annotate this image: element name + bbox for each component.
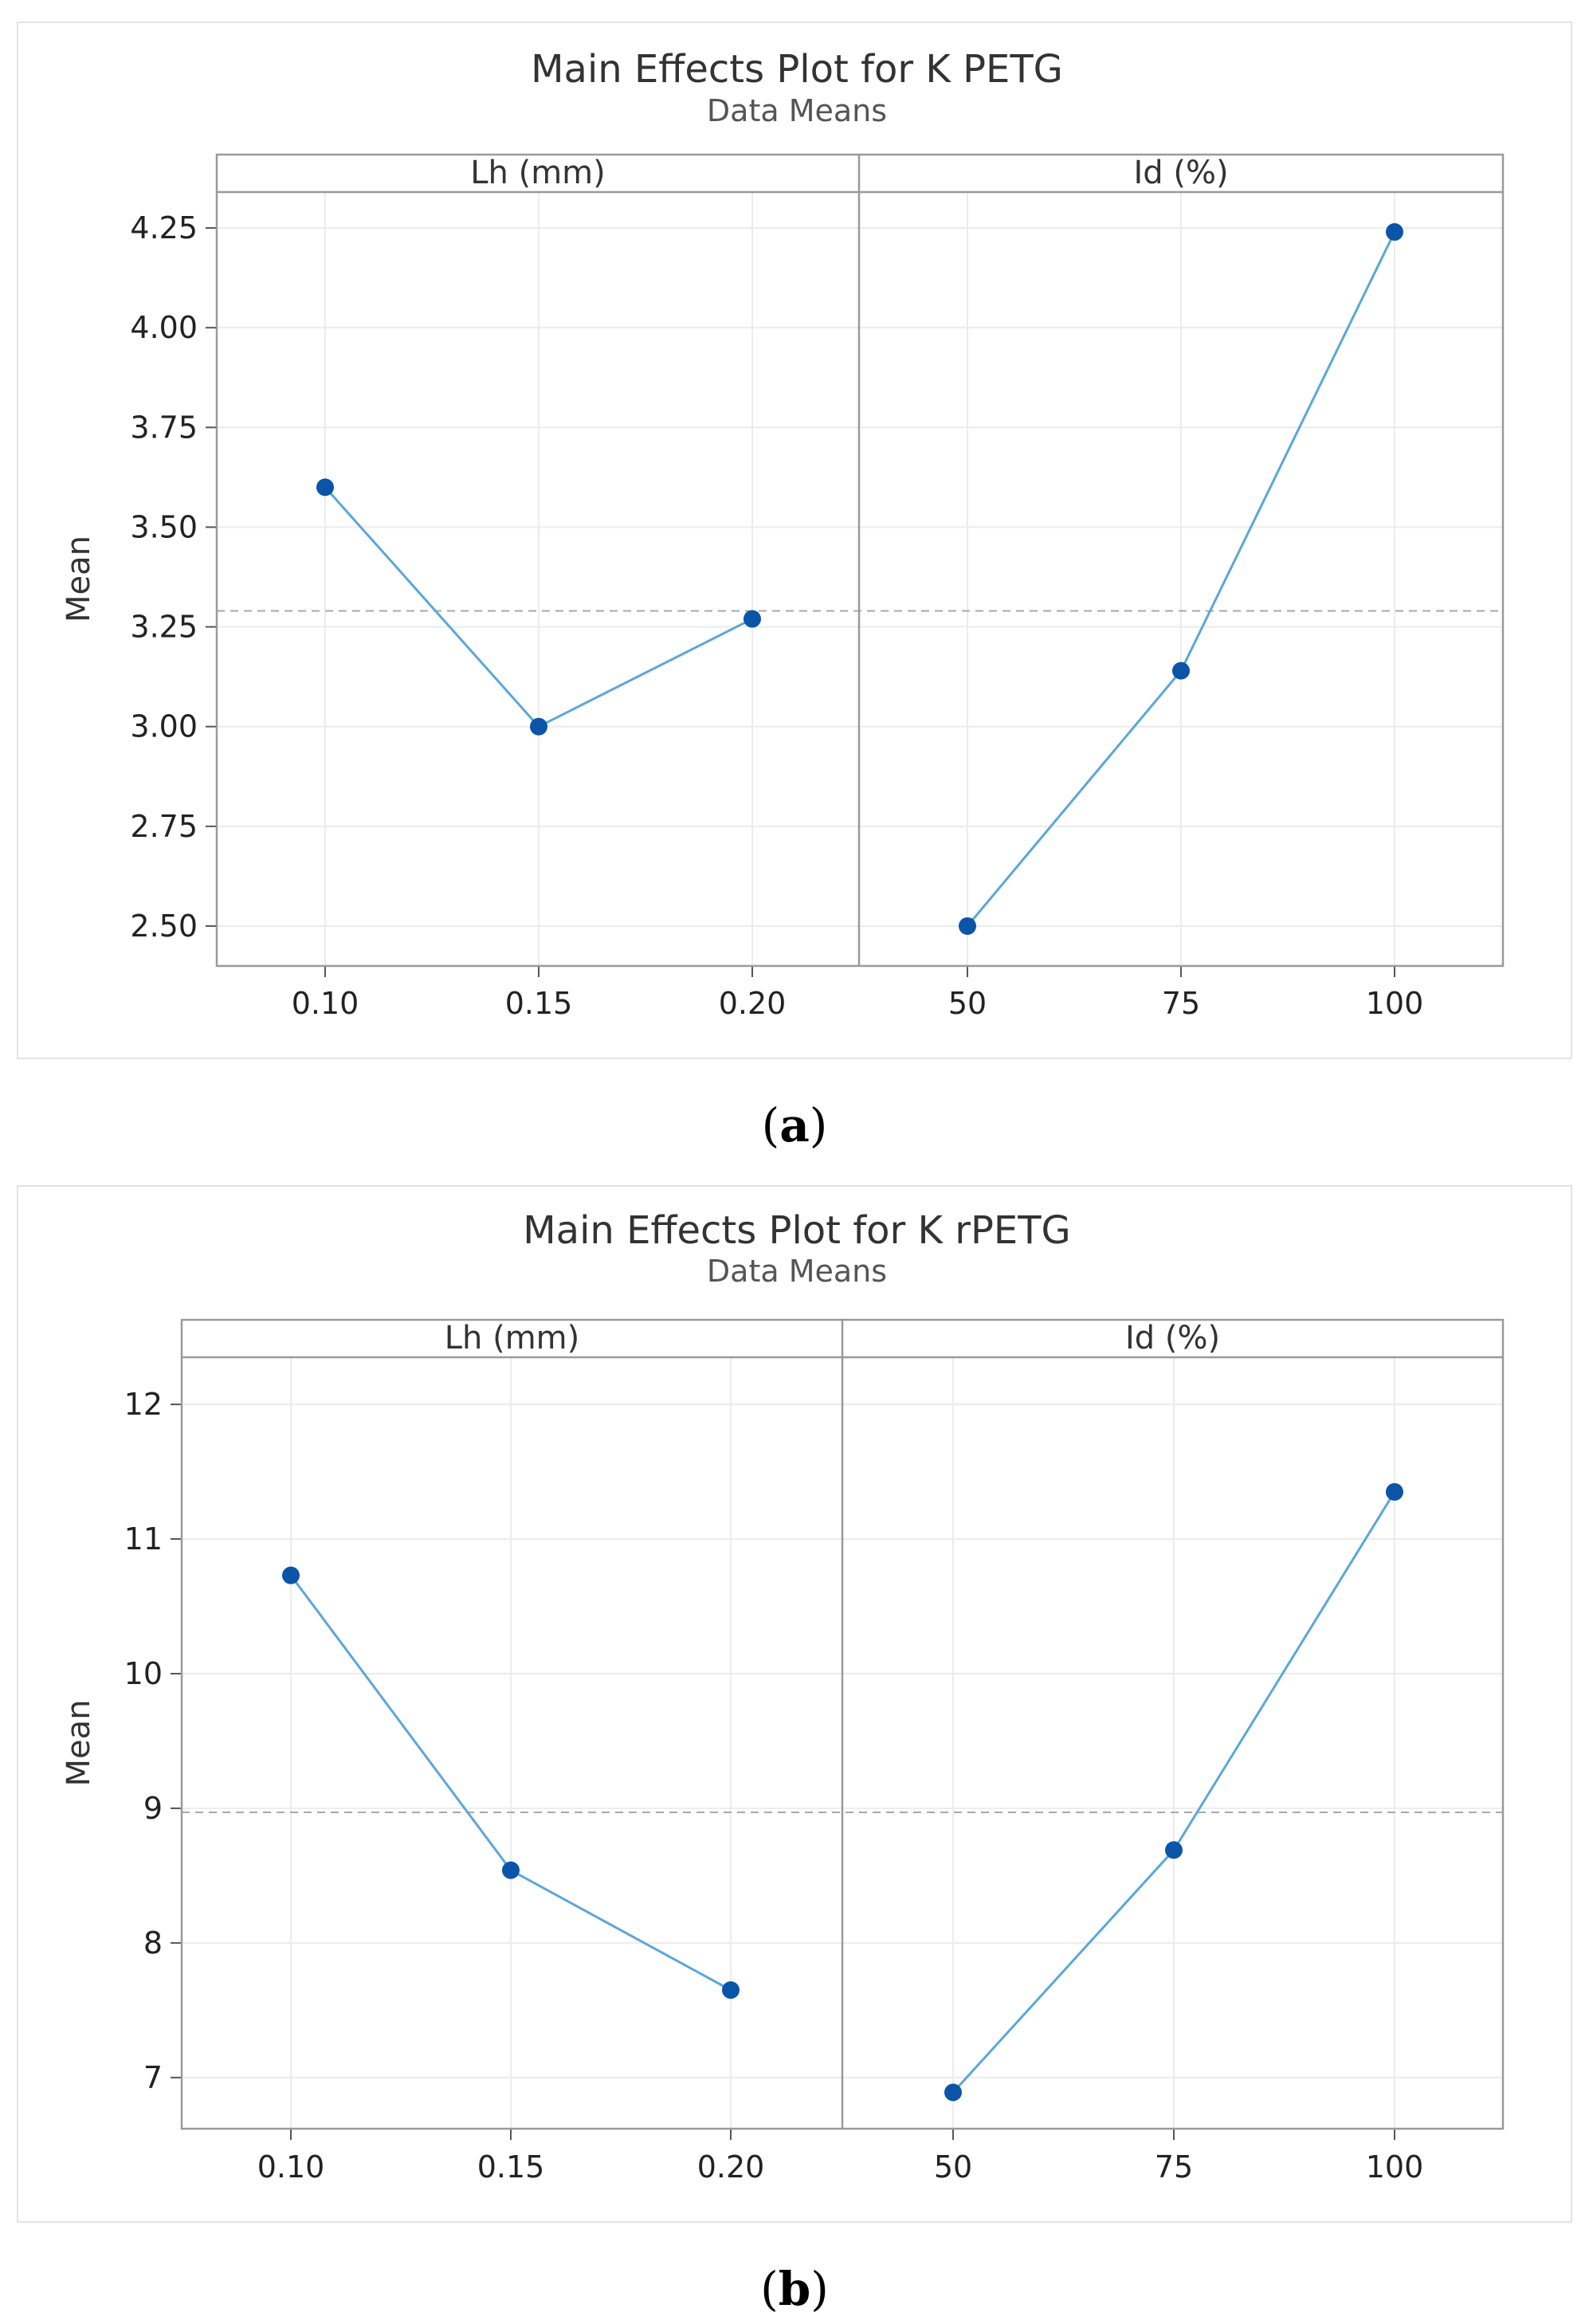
x-tick-label: 0.10 [257, 2149, 325, 2185]
y-tick-label: 8 [143, 1926, 163, 1961]
y-axis-label: Mean [61, 536, 97, 622]
x-tick-label: 75 [1155, 2149, 1193, 2185]
x-tick-label: 100 [1366, 2149, 1424, 2185]
y-tick-label: 2.75 [130, 809, 198, 844]
data-point-id-100 [1386, 223, 1403, 241]
x-tick-label: 0.15 [505, 986, 573, 1021]
y-tick-label: 4.25 [130, 210, 198, 245]
x-tick-label: 50 [948, 986, 987, 1021]
chart-frame [17, 22, 1572, 1059]
data-point-id-50 [959, 917, 976, 935]
chart-frame [17, 1185, 1572, 2223]
x-tick-label: 0.15 [477, 2149, 545, 2185]
y-tick-label: 3.00 [130, 709, 198, 744]
chart-title: Main Effects Plot for K rPETG [523, 1208, 1071, 1253]
data-point-lh-0.10 [282, 1566, 300, 1584]
y-tick-label: 12 [124, 1387, 163, 1422]
x-tick-label: 0.20 [697, 2149, 765, 2185]
caption-letter: a [779, 1098, 810, 1152]
x-tick-label: 50 [934, 2149, 972, 2185]
x-tick-label: 0.10 [292, 986, 359, 1021]
chart-subtitle: Data Means [707, 1254, 887, 1289]
data-point-id-100 [1386, 1482, 1403, 1501]
y-tick-label: 9 [143, 1791, 163, 1826]
y-tick-label: 11 [124, 1521, 163, 1557]
x-tick-label: 0.20 [719, 986, 787, 1021]
x-tick-label: 100 [1366, 986, 1424, 1021]
panel-label-lh: Lh (mm) [470, 155, 606, 191]
chart-subtitle: Data Means [707, 93, 887, 128]
y-tick-label: 2.50 [130, 909, 198, 944]
data-point-lh-0.20 [722, 1981, 740, 1999]
y-tick-label: 10 [124, 1656, 163, 1691]
data-point-id-50 [944, 2083, 962, 2102]
y-axis-label: Mean [61, 1700, 97, 1787]
x-tick-label: 75 [1162, 986, 1200, 1021]
data-point-id-75 [1165, 1841, 1183, 1859]
y-tick-label: 4.00 [130, 310, 198, 345]
caption-letter: b [779, 2262, 811, 2316]
panel-label-lh: Lh (mm) [445, 1320, 580, 1356]
data-point-lh-0.15 [502, 1861, 520, 1879]
y-tick-label: 3.25 [130, 610, 198, 645]
y-tick-label: 7 [143, 2060, 163, 2095]
data-point-lh-0.10 [316, 478, 334, 497]
y-tick-label: 3.75 [130, 410, 198, 445]
panel-label-id: Id (%) [1125, 1320, 1220, 1356]
data-point-lh-0.15 [530, 717, 547, 736]
chart-title: Main Effects Plot for K PETG [531, 47, 1063, 92]
data-point-id-75 [1172, 661, 1190, 680]
figure-caption: (b) [760, 2262, 829, 2316]
panel-label-id: Id (%) [1133, 155, 1228, 191]
figure-caption: (a) [762, 1098, 828, 1152]
y-tick-label: 3.50 [130, 509, 198, 544]
data-point-lh-0.20 [743, 610, 761, 628]
